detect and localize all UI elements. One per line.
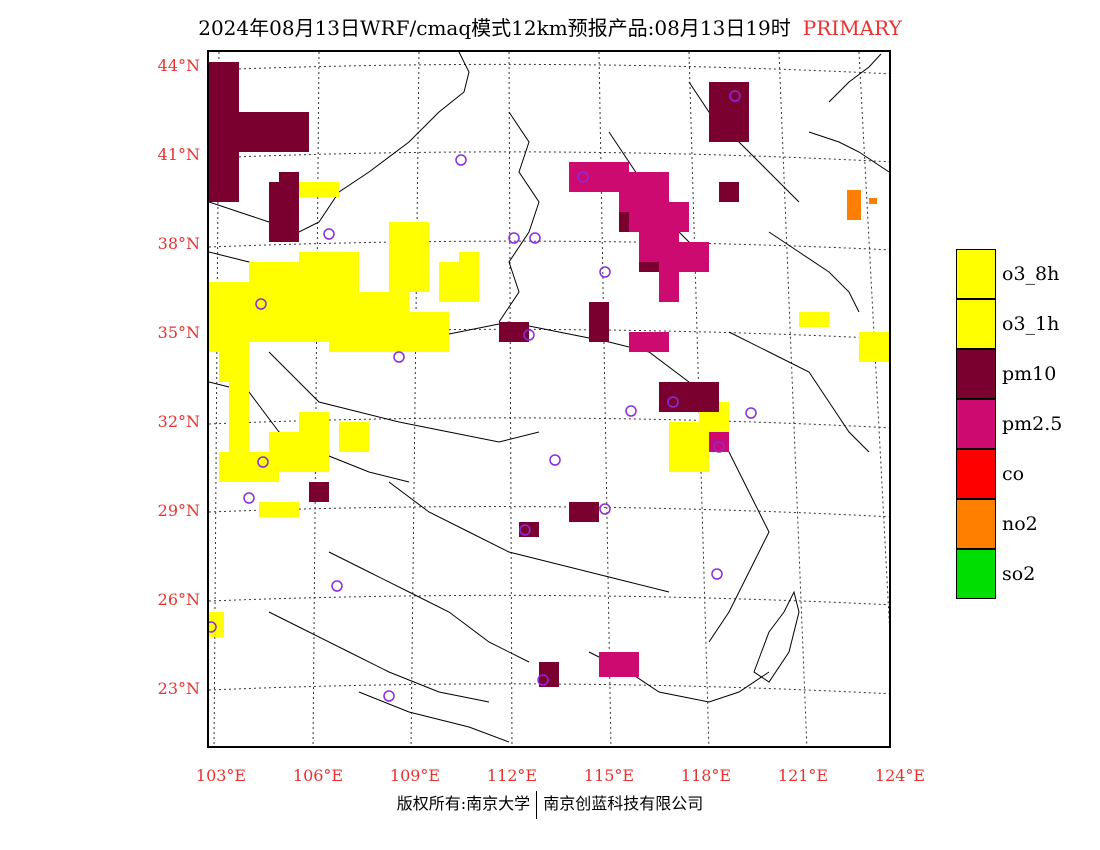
lat-label-35: 35°N	[120, 323, 200, 342]
lat-label-41: 41°N	[120, 145, 200, 164]
legend-label: pm2.5	[1002, 413, 1062, 435]
footer-divider	[536, 791, 537, 819]
no2-regions	[847, 190, 877, 220]
map-area[interactable]	[207, 50, 891, 748]
legend-swatch	[956, 349, 996, 399]
legend-item-o3-8h: o3_8h	[956, 249, 1096, 299]
footer-left: 版权所有:南京大学	[397, 794, 530, 813]
legend-item-o3-1h: o3_1h	[956, 299, 1096, 349]
lat-label-44: 44°N	[120, 56, 200, 75]
o3-regions	[209, 182, 891, 637]
lon-label-124: 124°E	[870, 766, 930, 785]
footer-right: 南京创蓝科技有限公司	[543, 794, 703, 813]
lon-label-106: 106°E	[288, 766, 348, 785]
legend-label: no2	[1002, 513, 1038, 535]
graticule	[209, 52, 891, 748]
legend-item-no2: no2	[956, 499, 1096, 549]
legend-swatch	[956, 499, 996, 549]
legend: o3_8h o3_1h pm10 pm2.5 co no2 so2	[956, 249, 1096, 599]
lon-label-112: 112°E	[482, 766, 542, 785]
lat-label-32: 32°N	[120, 412, 200, 431]
legend-swatch	[956, 399, 996, 449]
legend-label: so2	[1002, 563, 1035, 585]
legend-label: pm10	[1002, 363, 1056, 385]
lon-label-118: 118°E	[676, 766, 736, 785]
lat-label-26: 26°N	[120, 590, 200, 609]
pm10-regions	[209, 62, 749, 687]
lat-label-23: 23°N	[120, 679, 200, 698]
legend-item-co: co	[956, 449, 1096, 499]
legend-label: o3_8h	[1002, 263, 1059, 285]
lon-label-115: 115°E	[579, 766, 639, 785]
legend-label: o3_1h	[1002, 313, 1059, 335]
map-title: 2024年08月13日WRF/cmaq模式12km预报产品:08月13日19时 P…	[0, 12, 1100, 41]
legend-item-so2: so2	[956, 549, 1096, 599]
lon-label-121: 121°E	[773, 766, 833, 785]
legend-swatch	[956, 249, 996, 299]
lon-label-109: 109°E	[385, 766, 445, 785]
legend-item-pm10: pm10	[956, 349, 1096, 399]
legend-swatch	[956, 449, 996, 499]
legend-swatch	[956, 299, 996, 349]
title-tag: PRIMARY	[803, 16, 902, 40]
lat-label-38: 38°N	[120, 234, 200, 253]
lon-label-103: 103°E	[191, 766, 251, 785]
map-svg	[209, 52, 891, 748]
copyright-footer: 版权所有:南京大学 南京创蓝科技有限公司	[0, 790, 1100, 819]
legend-item-pm25: pm2.5	[956, 399, 1096, 449]
legend-label: co	[1002, 463, 1024, 485]
legend-swatch	[956, 549, 996, 599]
lat-label-29: 29°N	[120, 501, 200, 520]
boundaries	[209, 52, 889, 742]
title-main: 2024年08月13日WRF/cmaq模式12km预报产品:08月13日19时	[198, 16, 791, 40]
